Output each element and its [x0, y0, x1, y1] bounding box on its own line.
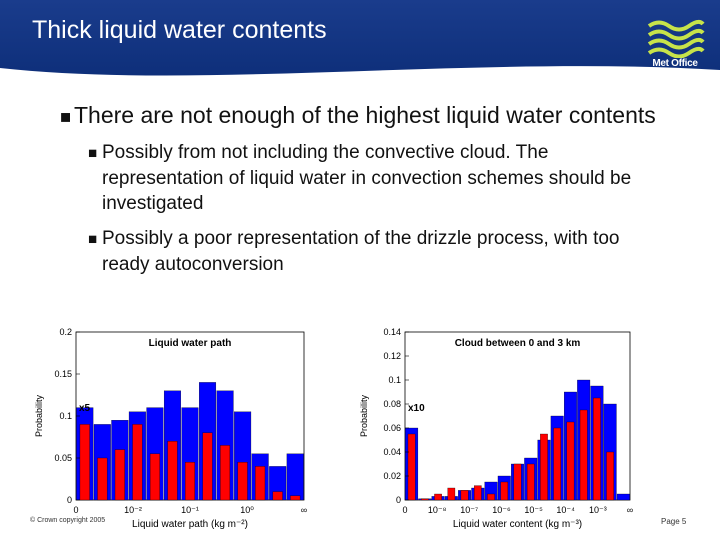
bullet-main: ■ There are not enough of the highest liq… — [60, 100, 660, 132]
bar-series1-8 — [513, 463, 522, 501]
multiplier-label: x5 — [79, 403, 91, 414]
x-tick-label-2: 10⁻¹ — [181, 505, 199, 515]
waves-icon — [647, 19, 705, 59]
y-tick-label-1: 0.02 — [383, 471, 401, 481]
bar-series1-2 — [114, 449, 125, 501]
y-tick-label-1: 0.05 — [54, 453, 72, 463]
bullet-sub-2: ■ Possibly a poor representation of the d… — [60, 226, 660, 277]
bar-series1-9 — [526, 463, 535, 501]
met-office-logo: Met Office — [645, 16, 705, 76]
bullet-sub-2-text: Possibly a poor representation of the dr… — [102, 228, 620, 275]
x-tick-label-2: 10⁻⁷ — [460, 505, 478, 515]
bullet-sub-1-text: Possibly from not including the convecti… — [102, 142, 632, 214]
bar-series1-4 — [149, 453, 160, 501]
y-tick-label-0: 0 — [67, 495, 72, 505]
slide-header: Thick liquid water contents Met Office — [0, 0, 720, 90]
bar-series1-15 — [606, 451, 614, 501]
y-tick-label-0: 0 — [396, 495, 401, 505]
x-tick-label-1: 10⁻⁸ — [428, 505, 447, 515]
bar-series1-2 — [434, 493, 442, 501]
bar-series1-12 — [290, 495, 301, 501]
x-tick-label-7: ∞ — [627, 505, 633, 515]
y-tick-label-4: 0.2 — [59, 327, 72, 337]
bar-series1-1 — [421, 498, 429, 501]
bar-series1-3 — [132, 424, 143, 501]
y-tick-label-5: 0.1 — [388, 375, 401, 385]
bar-series1-12 — [566, 421, 575, 501]
chart-cloud-0-3km: 0 0.02 0.04 0.06 0.08 0.1 0.12 0.14 0 10⁻⁸ 10⁻⁷ 10⁻… — [359, 327, 633, 530]
bar-series1-6 — [487, 493, 495, 501]
y-tick-label-3: 0.15 — [54, 369, 72, 379]
bar-series1-5 — [167, 441, 178, 501]
x-tick-label-3: 10⁰ — [240, 505, 254, 515]
x-tick-label-0: 0 — [73, 505, 78, 515]
bar-series1-10 — [540, 433, 548, 501]
y-tick-label-2: 0.04 — [383, 447, 401, 457]
chart-title: Liquid water path — [149, 338, 232, 349]
bar-series1-3 — [447, 487, 456, 501]
x-axis-label: Liquid water path (kg m⁻²) — [132, 519, 248, 530]
slide-title: Thick liquid water contents — [32, 16, 327, 44]
bar-series1-0 — [79, 424, 90, 501]
y-tick-label-2: 0.1 — [59, 411, 72, 421]
footer-page-number: Page 5 — [661, 517, 687, 526]
bullet-square-icon: ■ — [88, 145, 98, 162]
x-tick-label-5: 10⁻⁴ — [556, 505, 575, 515]
y-tick-label-7: 0.14 — [383, 327, 401, 337]
bar-series1-8 — [220, 445, 231, 501]
y-tick-label-3: 0.06 — [383, 423, 401, 433]
chart-liquid-water-path: 0 0.05 0.1 0.15 0.2 0 10⁻² 10⁻¹ 10⁰ ∞ Liquid water… — [34, 327, 307, 530]
x-tick-label-3: 10⁻⁶ — [492, 505, 511, 515]
x-tick-label-1: 10⁻² — [124, 505, 142, 515]
bullet-main-text: There are not enough of the highest liqu… — [74, 102, 656, 128]
bar-series1-13 — [579, 409, 588, 501]
bar-series1-11 — [553, 427, 561, 501]
bullet-list: ■ There are not enough of the highest liq… — [60, 100, 660, 277]
bar-series1-4 — [460, 490, 469, 501]
bar-series1-7 — [202, 432, 213, 501]
header-curve — [0, 66, 720, 90]
bullet-square-icon: ■ — [88, 231, 98, 248]
x-tick-label-0: 0 — [402, 505, 407, 515]
bar-series1-6 — [185, 462, 195, 501]
bar-series1-11 — [272, 491, 283, 501]
y-axis-label: Probability — [359, 394, 369, 437]
logo-text: Met Office — [652, 58, 698, 69]
y-tick-label-6: 0.12 — [383, 351, 401, 361]
bullet-sub-1: ■ Possibly from not including the convect… — [60, 140, 660, 216]
x-tick-label-4: 10⁻⁵ — [524, 505, 543, 515]
y-tick-label-4: 0.08 — [383, 399, 401, 409]
y-axis-label: Probability — [34, 394, 44, 437]
bullet-square-icon: ■ — [60, 106, 72, 127]
bar-series1-9 — [237, 462, 248, 501]
bar-series1-7 — [500, 481, 509, 501]
x-tick-label-4: ∞ — [301, 505, 307, 515]
bar-series0-16 — [616, 493, 630, 501]
bar-series0-12 — [286, 453, 304, 501]
bar-series1-5 — [474, 485, 482, 501]
bar-series1-0 — [407, 433, 416, 501]
multiplier-label: x10 — [408, 403, 425, 414]
bar-series1-10 — [255, 466, 266, 501]
bar-series1-14 — [593, 397, 601, 501]
chart-title: Cloud between 0 and 3 km — [455, 338, 581, 349]
bar-series1-1 — [97, 457, 108, 501]
x-axis-label: Liquid water content (kg m⁻³) — [453, 519, 582, 530]
footer-copyright: © Crown copyright 2005 — [30, 517, 106, 524]
x-tick-label-6: 10⁻³ — [589, 505, 607, 515]
